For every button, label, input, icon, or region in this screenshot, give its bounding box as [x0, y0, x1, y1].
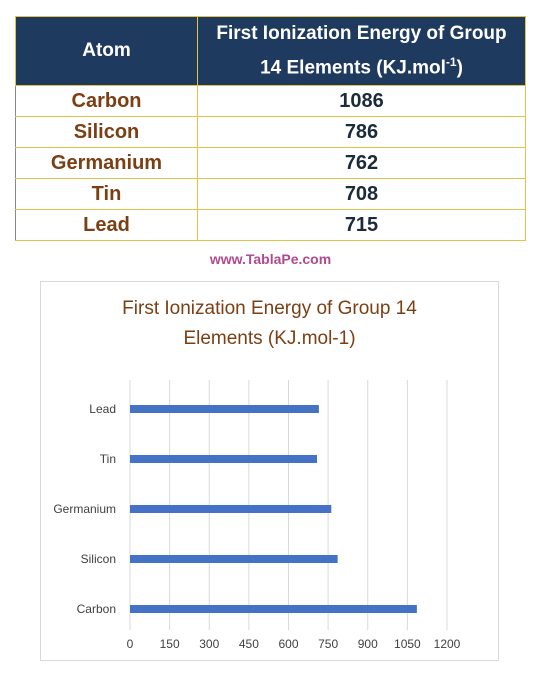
table-row: Tin 708: [15, 178, 526, 210]
header-energy-close: ): [456, 57, 463, 79]
atom-cell: Silicon: [15, 116, 198, 148]
watermark-link-text: www.TablaPe.com: [209, 251, 332, 267]
x-tick-label: 150: [160, 637, 180, 651]
value-cell: 762: [197, 147, 526, 179]
table-header-row: Atom First Ionization Energy of Group 14…: [15, 16, 526, 86]
value-cell: 715: [197, 209, 526, 241]
x-tick-label: 0: [127, 637, 134, 651]
x-tick-label: 300: [199, 637, 219, 651]
bar-tin: [130, 455, 318, 463]
x-tick-label: 900: [358, 637, 378, 651]
chart-title-line1: First Ionization Energy of Group 14: [122, 298, 417, 319]
table-row: Carbon 1086: [15, 85, 526, 117]
atom-cell: Carbon: [15, 85, 198, 117]
category-label-lead: Lead: [89, 402, 116, 416]
chart-tick-labels: 0 150 300 450 600 750 900 1050 1200: [127, 637, 461, 651]
category-label-carbon: Carbon: [77, 602, 116, 616]
chart-category-labels: Carbon Silicon Germanium Tin Lead: [53, 402, 116, 616]
category-label-germanium: Germanium: [53, 502, 116, 516]
x-tick-label: 750: [318, 637, 338, 651]
table-row: Silicon 786: [15, 116, 526, 148]
atom-cell: Tin: [15, 178, 198, 210]
bar-lead: [130, 405, 319, 413]
category-label-silicon: Silicon: [81, 552, 116, 566]
bar-silicon: [130, 555, 338, 563]
x-tick-label: 600: [278, 637, 298, 651]
header-energy-sup: -1: [445, 55, 457, 70]
header-energy-line2: 14 Elements (KJ.mol: [260, 57, 446, 79]
category-label-tin: Tin: [100, 452, 116, 466]
bar-carbon: [130, 605, 417, 613]
chart-bars: [130, 405, 417, 613]
table-row: Lead 715: [15, 209, 526, 241]
bar-germanium: [130, 505, 332, 513]
x-tick-label: 450: [239, 637, 259, 651]
ionization-energy-table: Atom First Ionization Energy of Group 14…: [15, 16, 526, 241]
x-tick-label: 1050: [394, 637, 421, 651]
header-energy: First Ionization Energy of Group 14 Elem…: [197, 16, 526, 86]
x-tick-label: 1200: [434, 637, 461, 651]
chart-title-line2: Elements (KJ.mol-1): [183, 328, 356, 349]
header-energy-line1: First Ionization Energy of Group: [216, 23, 507, 45]
header-atom: Atom: [15, 16, 198, 86]
chart-title: First Ionization Energy of Group 14 Elem…: [40, 294, 499, 354]
value-cell: 1086: [197, 85, 526, 117]
atom-cell: Lead: [15, 209, 198, 241]
chart-frame: [40, 281, 499, 661]
table-row: Germanium 762: [15, 147, 526, 179]
